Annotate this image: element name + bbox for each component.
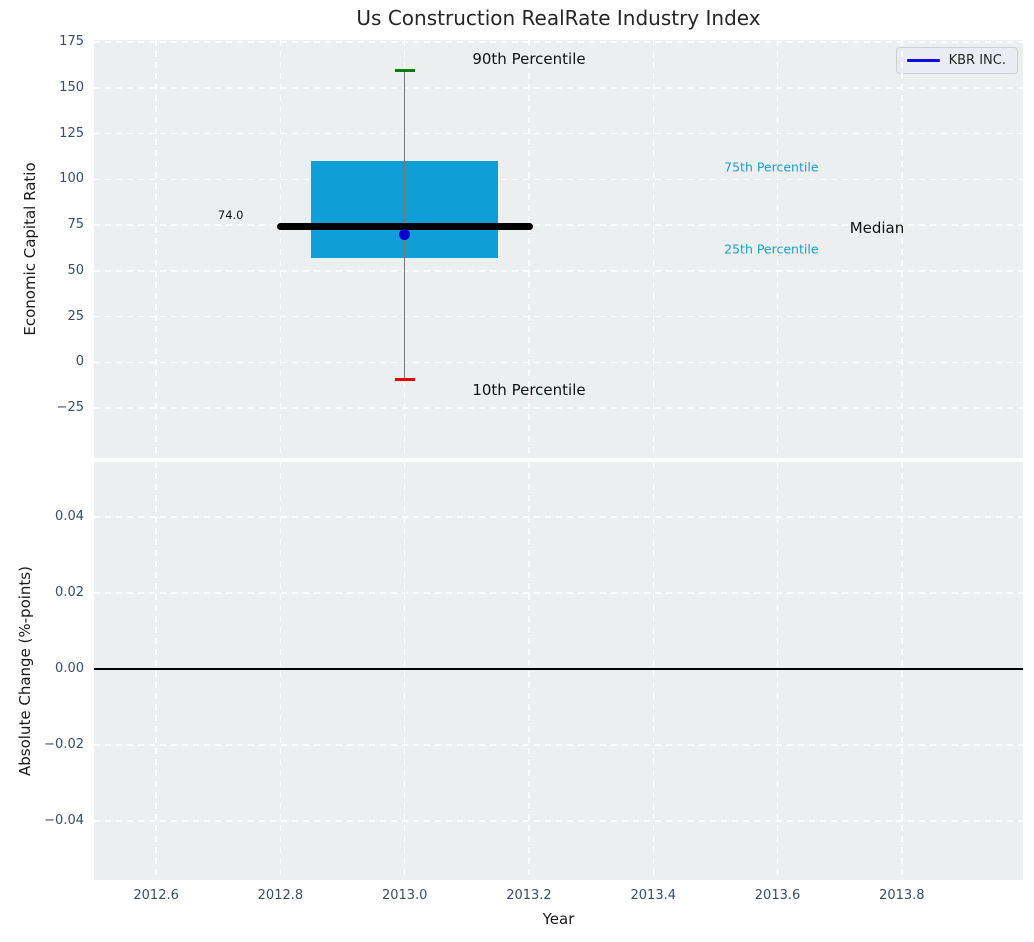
horizontal-gridline [94, 516, 1023, 518]
legend-label: KBR INC. [948, 53, 1006, 68]
y-tick-label: 100 [59, 171, 84, 187]
annotation: 74.0 [217, 208, 244, 223]
series-point [399, 228, 411, 240]
horizontal-gridline [94, 592, 1023, 594]
horizontal-gridline [94, 820, 1023, 822]
y-tick-label: −25 [56, 400, 84, 416]
x-tick-label: 2013.4 [630, 888, 677, 903]
y-tick-label: 0 [75, 354, 84, 370]
vertical-gridline [528, 40, 530, 458]
vertical-gridline [403, 462, 406, 880]
bottom-axes [94, 462, 1023, 880]
vertical-gridline [528, 462, 530, 880]
horizontal-gridline [94, 361, 1023, 364]
y-tick-label: 75 [67, 217, 84, 233]
x-tick-label: 2012.6 [133, 888, 179, 903]
p10-cap [394, 378, 415, 382]
y-tick-label: 125 [59, 125, 84, 141]
annotation: 90th Percentile [472, 49, 586, 68]
y-tick-label: −0.02 [44, 737, 84, 753]
y-tick-label: −0.04 [44, 813, 84, 829]
annotation: 75th Percentile [724, 159, 819, 175]
horizontal-gridline [94, 315, 1023, 318]
horizontal-gridline [94, 132, 1023, 135]
vertical-gridline [652, 462, 654, 880]
horizontal-gridline [94, 224, 1023, 226]
y-tick-label: 0.02 [55, 585, 84, 601]
zero-reference-line [94, 668, 1023, 670]
vertical-gridline [279, 462, 282, 880]
y-tick-label: 50 [67, 262, 84, 278]
vertical-gridline [155, 40, 157, 458]
x-tick-label: 2013.8 [879, 888, 925, 903]
horizontal-gridline [94, 178, 1023, 181]
vertical-gridline [155, 462, 157, 880]
x-tick-label: 2013.0 [381, 888, 428, 903]
legend-line-icon [906, 59, 940, 62]
vertical-gridline [901, 462, 903, 880]
annotation: 10th Percentile [472, 380, 586, 399]
vertical-gridline [776, 462, 779, 880]
vertical-gridline [901, 40, 903, 458]
y-tick-label: 150 [59, 79, 84, 95]
top-axes: KBR INC. 90th Percentile 10th Percentile M… [94, 40, 1023, 458]
y-tick-label: 0.00 [55, 661, 84, 677]
y-tick-label: 175 [59, 34, 84, 50]
horizontal-gridline [94, 744, 1023, 746]
horizontal-gridline [94, 41, 1023, 43]
horizontal-gridline [94, 407, 1023, 409]
annotation: 25th Percentile [724, 241, 819, 257]
horizontal-gridline [94, 87, 1023, 89]
horizontal-gridline [94, 270, 1023, 272]
y-tick-label: 0.04 [55, 509, 84, 525]
median-line [276, 223, 533, 231]
chart-title: Us Construction RealRate Industry Index [356, 6, 761, 30]
vertical-gridline [279, 40, 282, 458]
y-tick-label: 25 [67, 308, 84, 324]
x-tick-label: 2013.6 [754, 888, 801, 903]
x-tick-label: 2012.8 [257, 888, 304, 903]
p90-cap [394, 69, 415, 73]
annotation: Median [849, 218, 905, 237]
x-tick-label: 2013.2 [506, 888, 552, 903]
legend[interactable]: KBR INC. [895, 47, 1018, 74]
vertical-gridline [776, 40, 779, 458]
x-axis-label: Year [542, 910, 575, 928]
vertical-gridline [652, 40, 654, 458]
